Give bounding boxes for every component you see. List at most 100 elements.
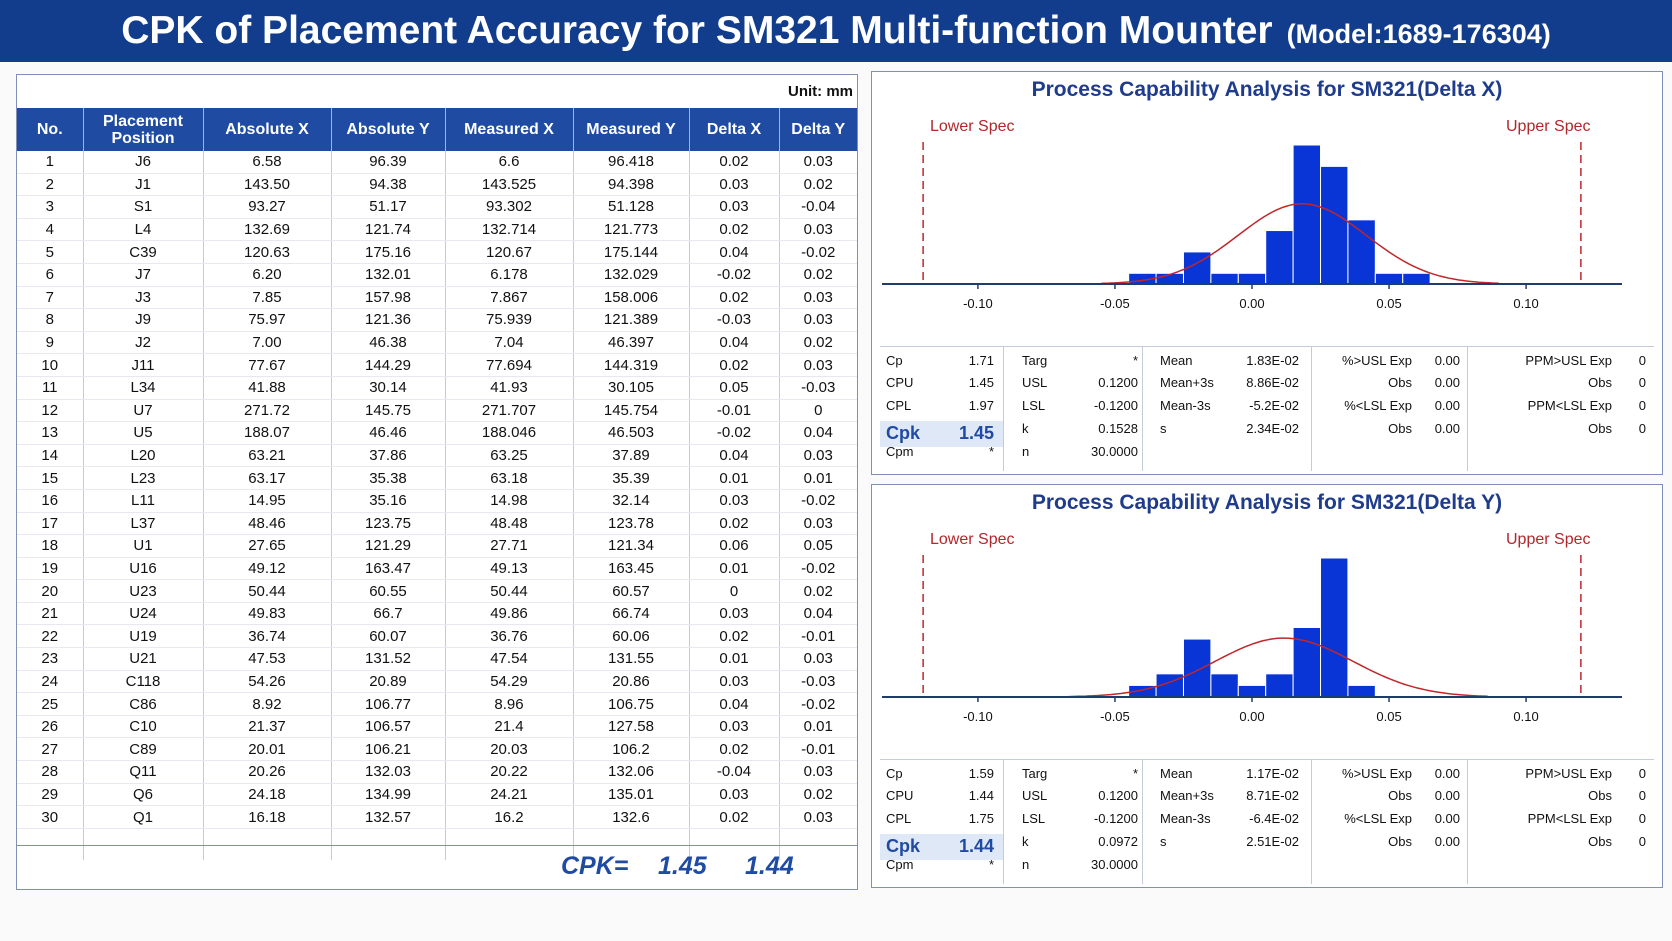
table-row: 22 U19 36.74 60.07 36.76 60.06 0.02 -0.01	[17, 624, 857, 649]
histogram-bar	[1265, 230, 1294, 285]
cell-measured-y: 106.75	[572, 692, 689, 716]
stat-value: *	[988, 857, 994, 872]
x-tick-label: 0.10	[1513, 296, 1538, 311]
cell-no: 19	[17, 557, 83, 581]
cell-measured-y: 127.58	[572, 715, 689, 739]
cell-delta-x: 0.03	[688, 783, 779, 807]
stat-label: s	[1160, 834, 1167, 849]
table-row: 30 Q1 16.18 132.57 16.2 132.6 0.02 0.03	[17, 805, 857, 829]
cell-delta-y: 0.03	[778, 647, 857, 671]
stat-value: 0.1200	[1098, 788, 1138, 803]
stats-table-delta-x: Cp 1.71 CPU 1.45 CPL 1.97 Cpk 1.45 Cpm * Targ * USL 0…	[880, 346, 1654, 471]
cell-measured-x: 8.96	[444, 692, 573, 716]
table-row: 27 C89 20.01 106.21 20.03 106.2 0.02 -0.01	[17, 737, 857, 762]
cell-absolute-y: 96.39	[330, 151, 445, 174]
stat-value: 1.17E-02	[1246, 766, 1299, 781]
table-row: 23 U21 47.53 131.52 47.54 131.55 0.01 0.03	[17, 647, 857, 671]
stat-value: 0	[1638, 375, 1646, 390]
cell-measured-x: 7.04	[444, 331, 573, 355]
cell-absolute-y: 60.55	[330, 579, 445, 603]
cell-no: 16	[17, 489, 83, 513]
cell-delta-y: 0.03	[778, 760, 857, 784]
cell-no: 30	[17, 805, 83, 829]
cell-no: 10	[17, 353, 83, 377]
model-label: (Model:1689-176304)	[1286, 19, 1551, 49]
cell-absolute-y: 60.07	[330, 624, 445, 649]
cell-delta-y: 0.03	[778, 151, 857, 174]
cell-no: 6	[17, 263, 83, 287]
col-header-position: Placement Position	[82, 108, 203, 151]
stat-label: PPM<LSL Exp	[1527, 811, 1612, 826]
cell-measured-x: 93.302	[444, 195, 573, 219]
cell-delta-y: 0.05	[778, 534, 857, 558]
cell-delta-x: 0.02	[688, 512, 779, 536]
table-row: 21 U24 49.83 66.7 49.86 66.74 0.03 0.04	[17, 602, 857, 626]
cell-delta-x: -0.04	[688, 760, 779, 784]
stat-value: 8.71E-02	[1246, 788, 1299, 803]
cell-absolute-x: 6.58	[202, 151, 331, 174]
cell-position: C86	[82, 692, 203, 716]
stats-column-3: Mean 1.83E-02 Mean+3s 8.86E-02 Mean-3s -5.2E-…	[1142, 347, 1312, 471]
stat-label: Cp	[886, 766, 903, 781]
cell-absolute-y: 134.99	[330, 783, 445, 807]
x-tick-label: 0.05	[1376, 709, 1401, 724]
stat-value: 0.1528	[1098, 421, 1138, 436]
stat-label: n	[1022, 444, 1030, 459]
cell-no: 14	[17, 444, 83, 468]
cell-delta-y: 0.02	[778, 263, 857, 287]
table-row: 6 J7 6.20 132.01 6.178 132.029 -0.02 0.02	[17, 263, 857, 287]
stat-label: Cpk	[886, 836, 921, 856]
cell-absolute-y: 20.89	[330, 670, 445, 694]
cell-no: 18	[17, 534, 83, 558]
cell-absolute-x: 93.27	[202, 195, 331, 219]
histogram-bar	[1265, 673, 1294, 698]
cell-position: U5	[82, 421, 203, 445]
cell-measured-y: 20.86	[572, 670, 689, 694]
table-row: 10 J11 77.67 144.29 77.694 144.319 0.02 0.03	[17, 353, 857, 377]
cell-delta-y: 0	[778, 399, 857, 423]
cell-delta-x: 0.03	[688, 173, 779, 197]
histogram-bar	[1210, 272, 1239, 285]
cell-absolute-y: 30.14	[330, 376, 445, 400]
cell-absolute-x: 47.53	[202, 647, 331, 671]
unit-label: Unit: mm	[788, 83, 853, 100]
stat-label: %>USL Exp	[1342, 353, 1412, 368]
placement-table: No. Placement Position Absolute X Absolu…	[17, 108, 857, 860]
stat-value: 1.59	[968, 766, 994, 781]
table-header-row: No. Placement Position Absolute X Absolu…	[17, 108, 857, 151]
cell-absolute-x: 63.17	[202, 466, 331, 490]
cell-absolute-x: 271.72	[202, 399, 331, 423]
col-header-absolute-y: Absolute Y	[330, 108, 445, 151]
cell-delta-y: 0.03	[778, 353, 857, 377]
cell-absolute-y: 132.03	[330, 760, 445, 784]
normal-curve	[1101, 203, 1499, 285]
stat-label: CPL	[886, 811, 912, 826]
stats-column-2: Targ * USL 0.1200 LSL -0.1200 k 0.0972 n 30.0000	[1003, 760, 1143, 884]
table-row: 7 J3 7.85 157.98 7.867 158.006 0.02 0.03	[17, 286, 857, 310]
stats-column-2: Targ * USL 0.1200 LSL -0.1200 k 0.1528 n 30.0000	[1003, 347, 1143, 471]
x-tick-label: -0.10	[963, 709, 993, 724]
cell-delta-x: 0.04	[688, 444, 779, 468]
cell-measured-x: 54.29	[444, 670, 573, 694]
histogram-bar	[1237, 684, 1267, 698]
stat-label: Obs	[1588, 375, 1612, 390]
cell-position: U16	[82, 557, 203, 581]
cell-delta-y: -0.02	[778, 692, 857, 716]
stats-table-delta-y: Cp 1.59 CPU 1.44 CPL 1.75 Cpk 1.44 Cpm * Targ * USL 0…	[880, 759, 1654, 884]
cell-absolute-y: 132.01	[330, 263, 445, 287]
x-tick-label: -0.05	[1100, 296, 1130, 311]
cell-absolute-x: 49.83	[202, 602, 331, 626]
stat-label: LSL	[1022, 398, 1046, 413]
cell-position: L11	[82, 489, 203, 513]
cell-absolute-x: 20.26	[202, 760, 331, 784]
stat-value: -0.1200	[1093, 811, 1138, 826]
cell-delta-x: 0.04	[688, 692, 779, 716]
cell-absolute-x: 132.69	[202, 218, 331, 242]
cell-no: 23	[17, 647, 83, 671]
cell-no: 3	[17, 195, 83, 219]
cell-absolute-x: 49.12	[202, 557, 331, 581]
stat-value: *	[1132, 766, 1138, 781]
cell-position: L23	[82, 466, 203, 490]
col-header-delta-x: Delta X	[688, 108, 779, 151]
cell-measured-x: 20.22	[444, 760, 573, 784]
